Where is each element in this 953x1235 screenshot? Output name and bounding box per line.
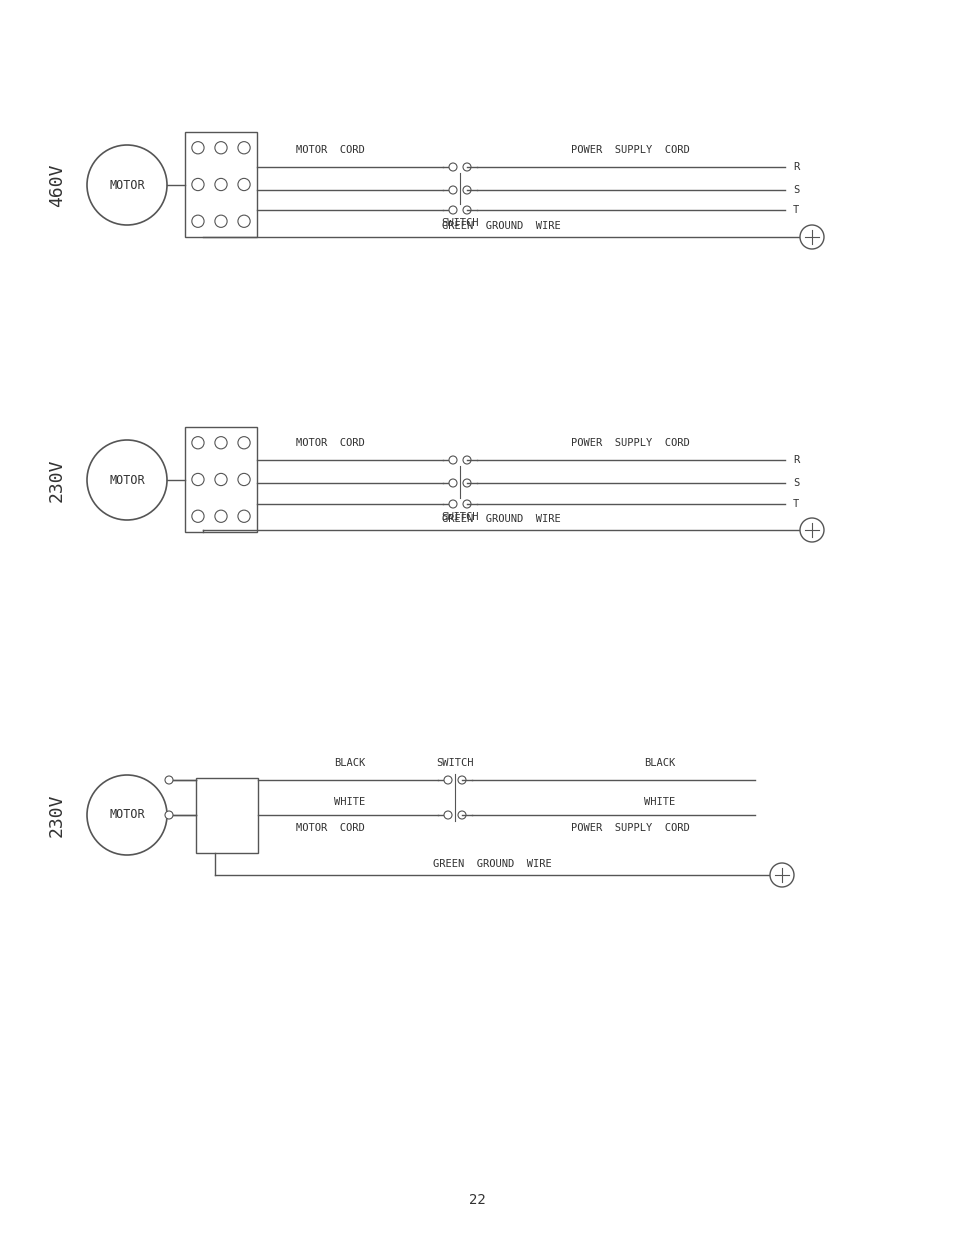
Bar (185, 427, 256, 532)
Bar (195, 778, 257, 853)
Circle shape (165, 776, 172, 784)
Circle shape (449, 479, 456, 487)
Text: BLACK: BLACK (334, 758, 365, 768)
Circle shape (800, 225, 823, 249)
Text: 230V: 230V (48, 793, 66, 837)
Circle shape (457, 776, 465, 784)
Text: MOTOR: MOTOR (109, 179, 145, 191)
Text: T: T (792, 499, 799, 509)
Circle shape (457, 811, 465, 819)
Text: 22: 22 (468, 1193, 485, 1207)
Text: POWER  SUPPLY  CORD: POWER SUPPLY CORD (570, 144, 689, 156)
Text: GREEN  GROUND  WIRE: GREEN GROUND WIRE (441, 514, 560, 524)
Circle shape (449, 500, 456, 508)
Text: 460V: 460V (48, 163, 66, 206)
Text: MOTOR: MOTOR (109, 473, 145, 487)
Text: S: S (792, 185, 799, 195)
Circle shape (462, 456, 471, 464)
Text: POWER  SUPPLY  CORD: POWER SUPPLY CORD (570, 823, 689, 832)
Text: GREEN  GROUND  WIRE: GREEN GROUND WIRE (441, 221, 560, 231)
Circle shape (769, 863, 793, 887)
Circle shape (443, 776, 452, 784)
Text: GREEN  GROUND  WIRE: GREEN GROUND WIRE (433, 860, 551, 869)
Bar (185, 132, 256, 237)
Circle shape (462, 500, 471, 508)
Text: S: S (792, 478, 799, 488)
Text: 230V: 230V (48, 458, 66, 501)
Circle shape (165, 811, 172, 819)
Circle shape (800, 517, 823, 542)
Text: BLACK: BLACK (643, 758, 675, 768)
Circle shape (449, 186, 456, 194)
Text: MOTOR  CORD: MOTOR CORD (295, 144, 364, 156)
Text: SWITCH: SWITCH (441, 513, 478, 522)
Text: SWITCH: SWITCH (441, 219, 478, 228)
Text: T: T (792, 205, 799, 215)
Text: R: R (792, 162, 799, 172)
Text: POWER  SUPPLY  CORD: POWER SUPPLY CORD (570, 438, 689, 448)
Circle shape (462, 163, 471, 170)
Circle shape (462, 479, 471, 487)
Text: MOTOR  CORD: MOTOR CORD (295, 823, 364, 832)
Circle shape (443, 811, 452, 819)
Circle shape (449, 206, 456, 214)
Circle shape (449, 163, 456, 170)
Text: R: R (792, 454, 799, 466)
Text: MOTOR: MOTOR (109, 809, 145, 821)
Text: WHITE: WHITE (643, 797, 675, 806)
Text: SWITCH: SWITCH (436, 758, 474, 768)
Circle shape (462, 206, 471, 214)
Circle shape (462, 186, 471, 194)
Circle shape (449, 456, 456, 464)
Text: WHITE: WHITE (334, 797, 365, 806)
Text: MOTOR  CORD: MOTOR CORD (295, 438, 364, 448)
